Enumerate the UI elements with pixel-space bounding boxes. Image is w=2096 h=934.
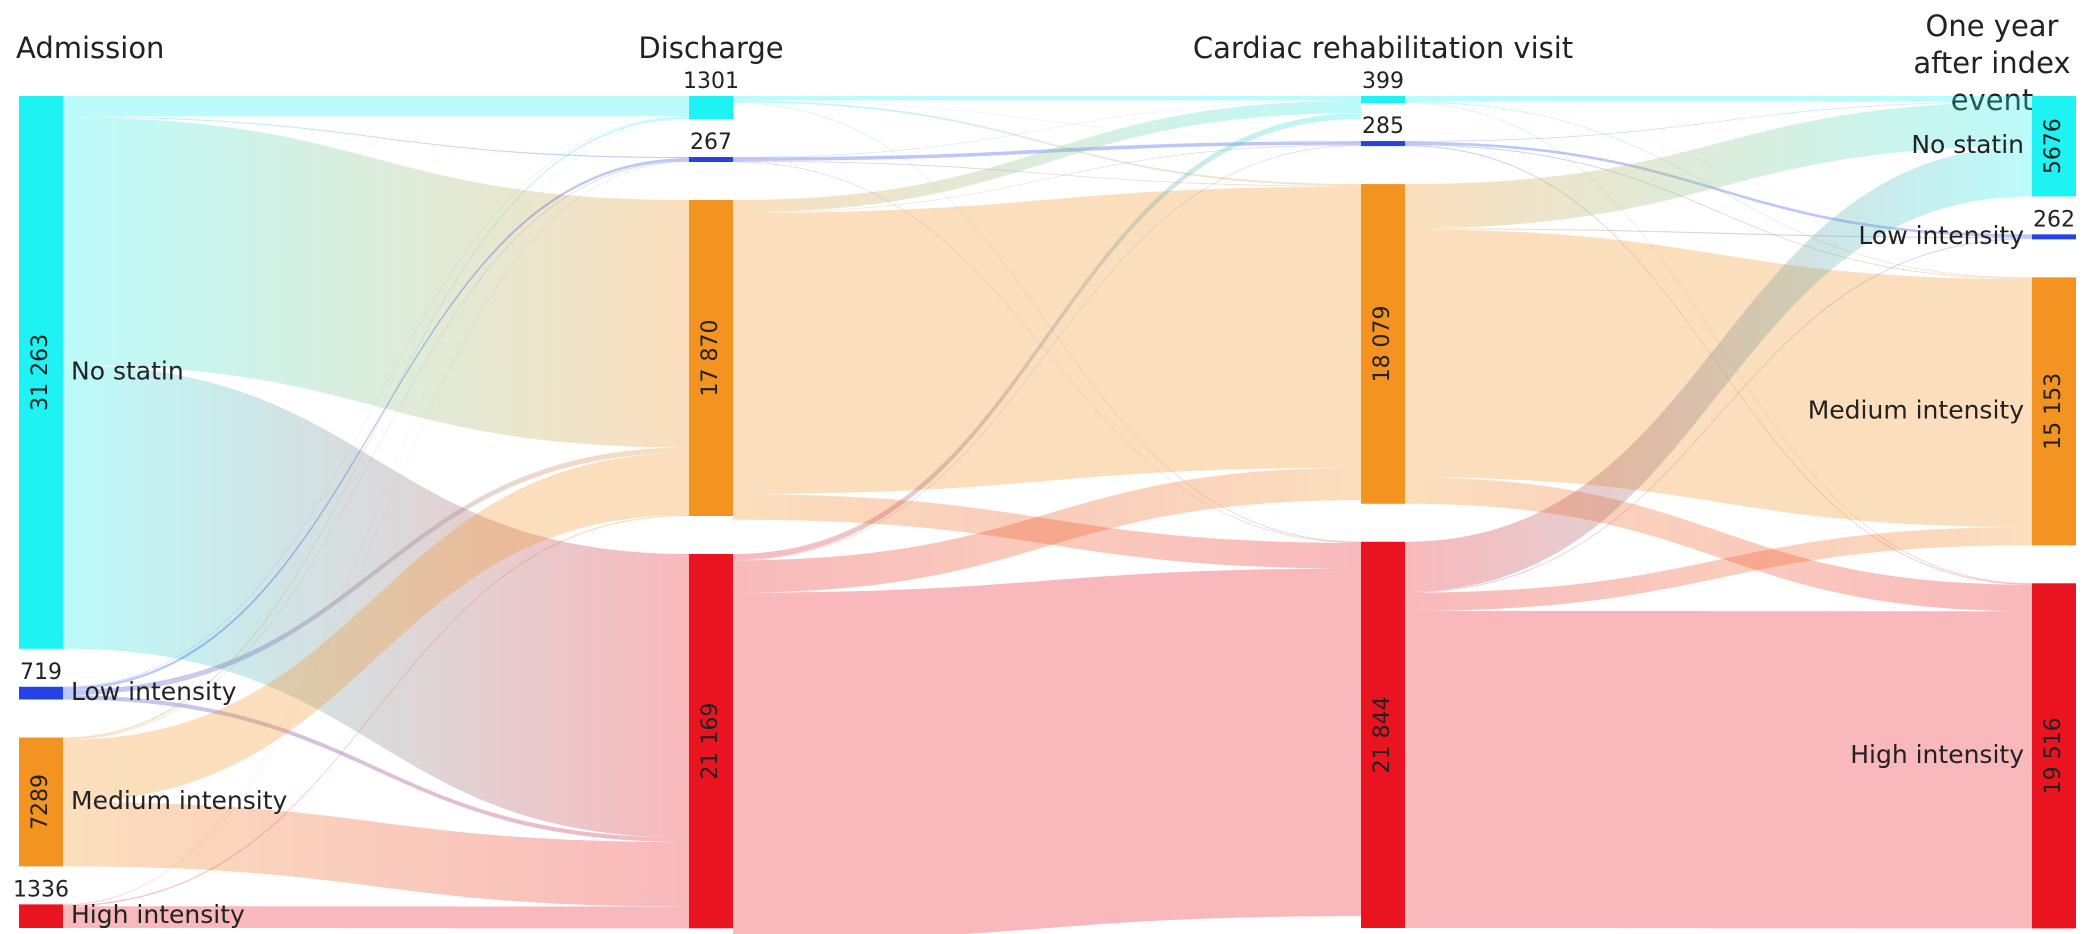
flow (1405, 610, 2032, 929)
flow (1405, 101, 2032, 142)
stage-title: Cardiac rehabilitation visit (1192, 31, 1574, 65)
flow (63, 116, 689, 740)
flow (733, 113, 1361, 560)
flow (63, 158, 689, 690)
node-name: Low intensity (71, 677, 237, 706)
flow (733, 186, 1361, 495)
node-value: 267 (690, 130, 732, 155)
node-value: 7289 (28, 774, 53, 830)
node-value: 19 516 (2041, 717, 2066, 794)
node (1361, 184, 1405, 504)
flow (733, 96, 1361, 101)
flow (63, 116, 689, 688)
node (689, 200, 733, 516)
flow (63, 117, 689, 448)
node (2032, 234, 2076, 240)
node-value: 1336 (13, 877, 69, 902)
node-value: 31 263 (28, 334, 53, 411)
flow (63, 160, 689, 740)
node (1361, 541, 1405, 928)
node (2032, 96, 2076, 197)
node-name: No statin (1911, 130, 2024, 159)
node (19, 96, 63, 649)
node (689, 157, 733, 163)
links (63, 96, 2032, 934)
flow (1405, 96, 2032, 102)
flow (733, 100, 1361, 186)
flow (63, 801, 689, 907)
flow (1405, 144, 2032, 280)
flow (733, 467, 1361, 593)
node (19, 686, 63, 700)
node-value: 719 (20, 660, 62, 685)
node (1361, 96, 1405, 104)
flow (733, 100, 1361, 213)
node (2032, 277, 2076, 546)
flow (1405, 238, 2032, 593)
node (19, 904, 63, 928)
node-name: High intensity (71, 900, 245, 929)
node (689, 553, 733, 929)
node-name: Medium intensity (71, 786, 288, 815)
flow (63, 116, 689, 159)
flow (63, 161, 689, 906)
flow (733, 568, 1361, 934)
flow (63, 447, 689, 696)
node (1361, 141, 1405, 147)
node (2032, 583, 2076, 929)
node-name: No statin (71, 356, 184, 385)
stage-title: Admission (16, 31, 165, 65)
flow (63, 514, 689, 907)
node-value: 17 870 (698, 319, 723, 396)
flow (733, 160, 1361, 187)
node-name: Low intensity (1858, 221, 2024, 250)
flow (63, 118, 689, 905)
node-value: 5676 (2041, 118, 2066, 174)
flow (733, 144, 1361, 213)
node-value: 285 (1362, 114, 1404, 139)
node (689, 96, 733, 120)
stage-title: Discharge (638, 31, 784, 65)
flow (1405, 527, 2032, 611)
node-value: 262 (2033, 207, 2075, 232)
node-value: 1301 (683, 69, 739, 94)
node-value: 15 153 (2041, 373, 2066, 450)
flow (1405, 228, 2032, 239)
flow (733, 100, 1361, 158)
flow (1405, 141, 2032, 238)
flow (733, 100, 1361, 142)
flow (1405, 102, 2032, 229)
node-name: High intensity (1850, 740, 2024, 769)
node-value: 21 169 (698, 703, 723, 780)
flow (1405, 146, 2032, 592)
node-value: 21 844 (1370, 696, 1395, 773)
flow (63, 695, 689, 843)
flow (63, 452, 689, 802)
nodes: 31 263 No statin 719 Low intensity 7289 Mediu… (13, 69, 2076, 929)
node-value: 399 (1362, 69, 1404, 94)
node-name: Medium intensity (1808, 395, 2025, 424)
flow (63, 96, 689, 117)
node (19, 737, 63, 867)
flow (733, 145, 1361, 561)
node-value: 18 079 (1370, 305, 1395, 382)
flow (63, 906, 689, 929)
